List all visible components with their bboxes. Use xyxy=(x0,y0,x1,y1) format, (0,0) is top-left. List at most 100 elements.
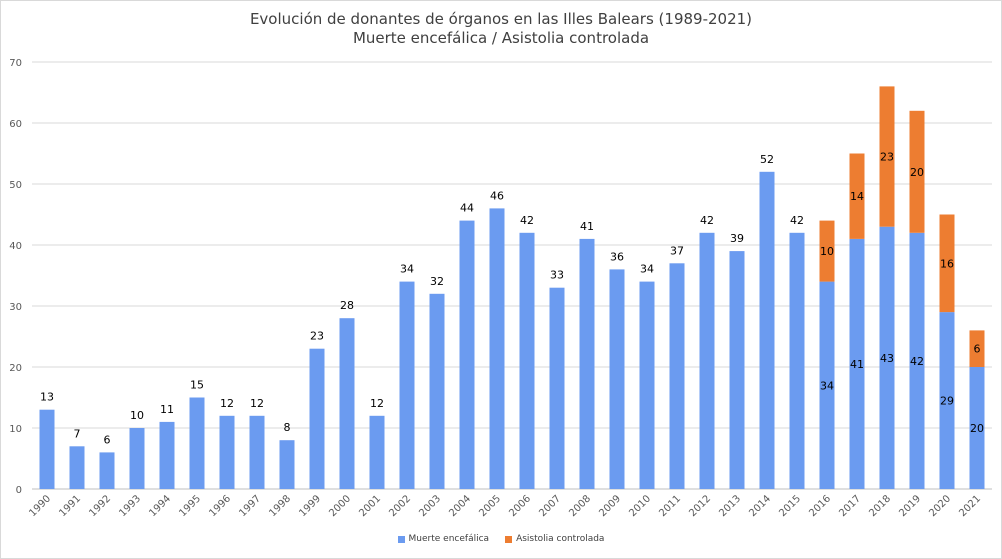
data-label-asistolia-controlada: 14 xyxy=(850,190,864,203)
bar-muerte-encefalica xyxy=(549,287,565,489)
bar-muerte-encefalica xyxy=(849,238,865,489)
x-tick-label: 2014 xyxy=(747,493,773,519)
legend-swatch-muerte xyxy=(397,535,405,543)
x-tick-label: 1998 xyxy=(267,493,293,519)
x-tick-label: 1992 xyxy=(87,493,113,519)
bars xyxy=(39,86,985,490)
x-tick-label: 2004 xyxy=(447,493,473,519)
bar-muerte-encefalica xyxy=(699,232,715,490)
data-label-asistolia-controlada: 6 xyxy=(974,343,981,356)
chart-title: Evolución de donantes de órganos en las … xyxy=(249,10,753,28)
data-label-total: 33 xyxy=(550,269,564,282)
data-label-total: 34 xyxy=(640,263,654,276)
y-tick-label: 10 xyxy=(9,424,22,435)
bar-asistolia-controlada xyxy=(819,220,835,282)
bar-muerte-encefalica xyxy=(189,397,205,489)
y-tick-label: 50 xyxy=(9,180,22,191)
x-tick-label: 2008 xyxy=(567,493,593,519)
x-tick-label: 2013 xyxy=(717,493,743,519)
bar-muerte-encefalica xyxy=(279,440,295,489)
bar-muerte-encefalica xyxy=(159,421,175,489)
bar-muerte-encefalica xyxy=(819,281,835,489)
data-label-total: 12 xyxy=(220,397,234,410)
data-label-total: 42 xyxy=(790,214,804,227)
bar-muerte-encefalica xyxy=(339,318,355,489)
y-tick-label: 30 xyxy=(9,302,22,313)
y-tick-label: 40 xyxy=(9,241,22,252)
x-tick-label: 2006 xyxy=(507,493,533,519)
data-label-total: 23 xyxy=(310,330,324,343)
data-labels: 13 7 6 10 11 15 12 12 8 23 28 12 34 32 44 46 42 33 41 36 34 3… xyxy=(40,151,984,447)
x-tick-label: 2010 xyxy=(627,493,653,519)
data-label-total: 8 xyxy=(284,421,291,434)
y-tick-label: 70 xyxy=(9,58,22,69)
x-tick-label: 1990 xyxy=(27,493,53,519)
bar-muerte-encefalica xyxy=(459,220,475,489)
x-tick-label: 2017 xyxy=(837,493,863,519)
x-tick-label: 2001 xyxy=(357,493,383,519)
bar-asistolia-controlada xyxy=(909,110,925,233)
data-label-total: 42 xyxy=(700,214,714,227)
bar-muerte-encefalica xyxy=(669,263,685,489)
bar-muerte-encefalica xyxy=(879,226,895,489)
bar-muerte-encefalica xyxy=(729,251,745,489)
x-tick-label: 2009 xyxy=(597,493,623,519)
bar-muerte-encefalica xyxy=(69,446,85,489)
data-label-total: 15 xyxy=(190,379,204,392)
data-label-total: 41 xyxy=(580,220,594,233)
bar-muerte-encefalica xyxy=(939,312,955,489)
data-label-total: 42 xyxy=(520,214,534,227)
x-tick-label: 2015 xyxy=(777,493,803,519)
bar-muerte-encefalica xyxy=(39,409,55,489)
y-tick-label: 0 xyxy=(16,485,22,496)
x-tick-label: 1994 xyxy=(147,493,173,519)
bar-asistolia-controlada xyxy=(849,153,865,239)
data-label-total: 12 xyxy=(370,397,384,410)
data-label-total: 36 xyxy=(610,250,624,263)
legend-item-asistolia: Asistolia controlada xyxy=(505,534,604,544)
y-tick-label: 20 xyxy=(9,363,22,374)
x-tick-label: 2005 xyxy=(477,493,503,519)
x-tick-label: 2002 xyxy=(387,493,413,519)
x-tick-label: 2020 xyxy=(927,493,953,519)
bar-muerte-encefalica xyxy=(399,281,415,489)
data-label-total: 46 xyxy=(490,189,504,202)
data-label-total: 12 xyxy=(250,397,264,410)
x-tick-label: 2007 xyxy=(537,493,563,519)
data-label-muerte-encefalica: 42 xyxy=(910,355,924,368)
data-label-muerte-encefalica: 41 xyxy=(850,358,864,371)
x-tick-label: 2019 xyxy=(897,493,923,519)
bar-muerte-encefalica xyxy=(489,208,505,489)
legend: Muerte encefálica Asistolia controlada xyxy=(0,534,1002,544)
chart-title-block: Evolución de donantes de órganos en las … xyxy=(0,10,1002,48)
data-label-asistolia-controlada: 20 xyxy=(910,166,924,179)
bar-muerte-encefalica xyxy=(429,293,445,489)
data-label-muerte-encefalica: 34 xyxy=(820,379,834,392)
x-tick-label: 2011 xyxy=(657,493,683,519)
data-label-total: 6 xyxy=(104,433,111,446)
x-tick-label: 1999 xyxy=(297,493,323,519)
bar-muerte-encefalica xyxy=(519,232,535,490)
x-tick-label: 2000 xyxy=(327,493,353,519)
x-tick-label: 1996 xyxy=(207,493,233,519)
data-label-total: 39 xyxy=(730,232,744,245)
data-label-total: 28 xyxy=(340,299,354,312)
data-label-total: 44 xyxy=(460,202,474,215)
gridlines xyxy=(32,61,992,490)
data-label-muerte-encefalica: 20 xyxy=(970,422,984,435)
data-label-total: 13 xyxy=(40,391,54,404)
x-tick-label: 2021 xyxy=(957,493,983,519)
bar-muerte-encefalica xyxy=(309,348,325,489)
bar-muerte-encefalica xyxy=(909,232,925,490)
bar-asistolia-controlada xyxy=(879,86,895,227)
data-label-total: 52 xyxy=(760,153,774,166)
bar-muerte-encefalica xyxy=(249,415,265,489)
data-label-total: 10 xyxy=(130,409,144,422)
bar-muerte-encefalica xyxy=(609,269,625,489)
data-label-muerte-encefalica: 43 xyxy=(880,352,894,365)
bar-muerte-encefalica xyxy=(219,415,235,489)
legend-swatch-asistolia xyxy=(505,535,513,543)
data-label-asistolia-controlada: 16 xyxy=(940,257,954,270)
x-tick-label: 1995 xyxy=(177,493,203,519)
